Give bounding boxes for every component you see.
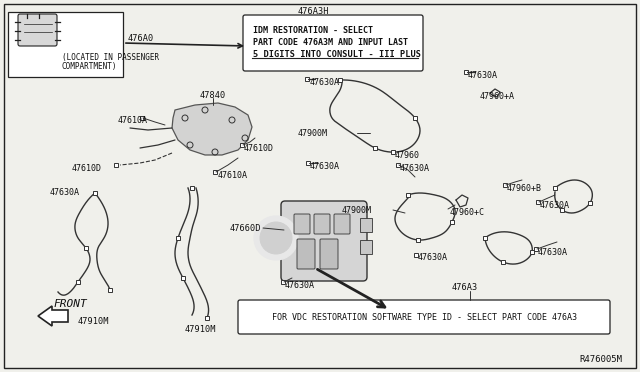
Text: 47960+B: 47960+B: [507, 183, 542, 192]
FancyBboxPatch shape: [294, 214, 310, 234]
Text: R476005M: R476005M: [579, 355, 622, 364]
Bar: [360, 240, 372, 254]
Text: 476A3H: 476A3H: [297, 6, 329, 16]
Text: 47960: 47960: [395, 151, 420, 160]
Text: 47900M: 47900M: [342, 205, 372, 215]
Text: 5 DIGITS INTO CONSULT - III PLUS: 5 DIGITS INTO CONSULT - III PLUS: [253, 49, 421, 58]
Text: 47630A: 47630A: [285, 280, 315, 289]
Text: FOR VDC RESTORATION SOFTWARE TYPE ID - SELECT PART CODE 476A3: FOR VDC RESTORATION SOFTWARE TYPE ID - S…: [271, 312, 577, 321]
FancyBboxPatch shape: [243, 15, 423, 71]
Text: 476A0: 476A0: [128, 33, 154, 42]
Text: 47960+C: 47960+C: [450, 208, 485, 217]
Text: (LOCATED IN PASSENGER: (LOCATED IN PASSENGER: [62, 52, 159, 61]
Text: 47630A: 47630A: [310, 161, 340, 170]
Bar: [8, 12, 123, 77]
Text: 47630A: 47630A: [468, 71, 498, 80]
Text: 47630A: 47630A: [540, 201, 570, 209]
Text: 47630A: 47630A: [400, 164, 430, 173]
FancyBboxPatch shape: [18, 14, 57, 46]
FancyBboxPatch shape: [297, 239, 315, 269]
Polygon shape: [172, 103, 252, 155]
Text: 47630A: 47630A: [418, 253, 448, 263]
Text: PART CODE 476A3M AND INPUT LAST: PART CODE 476A3M AND INPUT LAST: [253, 38, 408, 46]
Text: 47610A: 47610A: [118, 115, 148, 125]
Text: 47630A: 47630A: [50, 187, 80, 196]
Text: FRONT: FRONT: [53, 299, 87, 309]
Text: 47610D: 47610D: [244, 144, 274, 153]
Text: 47610A: 47610A: [218, 170, 248, 180]
Circle shape: [254, 216, 298, 260]
Text: 47900M: 47900M: [298, 128, 328, 138]
Text: 476A3: 476A3: [452, 283, 478, 292]
Text: 47910M: 47910M: [185, 326, 216, 334]
Text: 47630A: 47630A: [310, 77, 340, 87]
Polygon shape: [38, 306, 68, 326]
Bar: [360, 218, 372, 232]
Text: 47960+A: 47960+A: [480, 92, 515, 100]
Text: 47910M: 47910M: [78, 317, 109, 327]
FancyBboxPatch shape: [281, 201, 367, 281]
Text: 47610D: 47610D: [72, 164, 102, 173]
Text: 47630A: 47630A: [538, 247, 568, 257]
Text: IDM RESTORATION - SELECT: IDM RESTORATION - SELECT: [253, 26, 373, 35]
FancyBboxPatch shape: [334, 214, 350, 234]
Circle shape: [260, 222, 292, 254]
FancyBboxPatch shape: [320, 239, 338, 269]
Text: 47660D: 47660D: [230, 224, 262, 232]
FancyBboxPatch shape: [238, 300, 610, 334]
FancyBboxPatch shape: [314, 214, 330, 234]
Text: COMPARTMENT): COMPARTMENT): [62, 61, 118, 71]
Text: 47840: 47840: [200, 90, 227, 99]
